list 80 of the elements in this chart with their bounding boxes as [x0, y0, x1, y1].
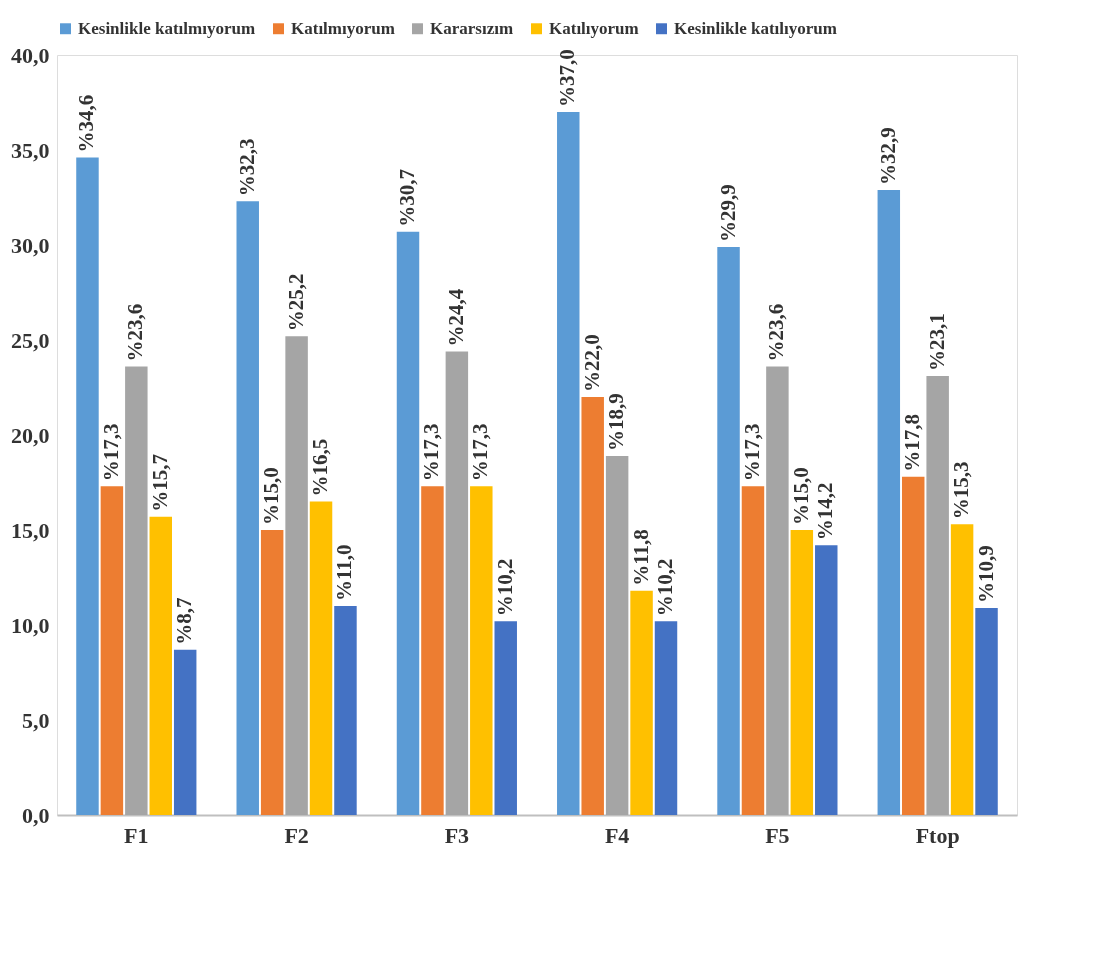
legend-label: Katılmıyorum [291, 18, 395, 38]
data-label: %10,2 [653, 558, 677, 617]
data-label: %23,1 [924, 313, 949, 372]
legend-label: Kararsızım [430, 18, 514, 38]
data-label: %24,4 [443, 288, 468, 347]
bar [396, 231, 420, 815]
x-tick-label: F1 [124, 822, 149, 848]
y-tick-label: 35,0 [11, 137, 50, 163]
y-tick-label: 20,0 [11, 422, 50, 448]
bar [309, 501, 333, 815]
bar [950, 524, 974, 815]
y-tick-label: 40,0 [11, 42, 50, 68]
data-label: %16,5 [308, 438, 333, 497]
bar [654, 621, 678, 815]
x-tick-label: F2 [284, 822, 309, 848]
legend-label: Kesinlikle katılıyorum [674, 18, 837, 38]
data-label: %17,3 [739, 423, 764, 482]
legend-label: Katılıyorum [549, 18, 639, 38]
data-label: %15,0 [259, 467, 284, 525]
y-tick-label: 5,0 [22, 707, 50, 733]
bar [926, 376, 949, 815]
bar [605, 455, 629, 815]
data-label: %23,6 [123, 303, 148, 362]
bar [630, 590, 653, 815]
bar [334, 606, 357, 815]
bar [260, 530, 284, 815]
data-label: %10,9 [973, 545, 998, 603]
bar [236, 201, 259, 815]
bar [125, 366, 148, 815]
y-tick-label: 0,0 [22, 802, 50, 828]
bar [149, 516, 172, 815]
data-label: %11,0 [332, 544, 357, 601]
data-label: %17,3 [98, 423, 123, 482]
data-label: %37,0 [555, 49, 580, 107]
data-label: %14,2 [813, 482, 838, 541]
bar [902, 476, 925, 815]
bar [766, 366, 789, 815]
data-label: %17,8 [900, 414, 925, 472]
bar [717, 246, 740, 815]
bar [494, 621, 517, 815]
bar [421, 486, 444, 815]
data-label: %32,3 [234, 138, 259, 197]
bar [173, 649, 197, 815]
x-tick-label: Ftop [915, 822, 960, 848]
data-label: %25,2 [283, 273, 308, 332]
bar [741, 486, 765, 815]
data-label: %11,8 [628, 529, 653, 586]
bar [470, 486, 493, 815]
data-label: %30,7 [395, 168, 419, 227]
data-label: %22,0 [579, 334, 604, 392]
x-tick-label: F4 [604, 822, 630, 848]
bar [815, 545, 838, 815]
data-label: %15,0 [788, 467, 813, 525]
x-tick-label: F5 [765, 822, 790, 848]
bar [557, 112, 580, 815]
data-label: %15,3 [949, 461, 974, 520]
y-tick-label: 30,0 [11, 232, 50, 258]
bar [975, 607, 998, 815]
data-label: %15,7 [147, 453, 172, 512]
data-label: %10,2 [492, 558, 517, 617]
data-label: %17,3 [419, 423, 444, 482]
data-label: %8,7 [172, 597, 197, 645]
y-tick-label: 15,0 [11, 517, 50, 543]
bar [877, 189, 901, 815]
data-label: %29,9 [715, 184, 740, 242]
y-tick-label: 10,0 [11, 612, 50, 638]
bar [285, 336, 308, 815]
data-label: %23,6 [764, 303, 789, 362]
bar [100, 486, 124, 815]
data-label: %18,9 [604, 393, 629, 451]
x-tick-label: F3 [444, 822, 470, 848]
bar [76, 157, 99, 815]
data-label: %34,6 [74, 94, 99, 153]
bar [581, 397, 604, 815]
data-label: %17,3 [468, 423, 493, 482]
data-label: %32,9 [875, 127, 900, 185]
bar [445, 351, 469, 815]
legend-label: Kesinlikle katılmıyorum [78, 18, 256, 38]
bar [790, 530, 814, 815]
y-tick-label: 25,0 [11, 327, 50, 353]
